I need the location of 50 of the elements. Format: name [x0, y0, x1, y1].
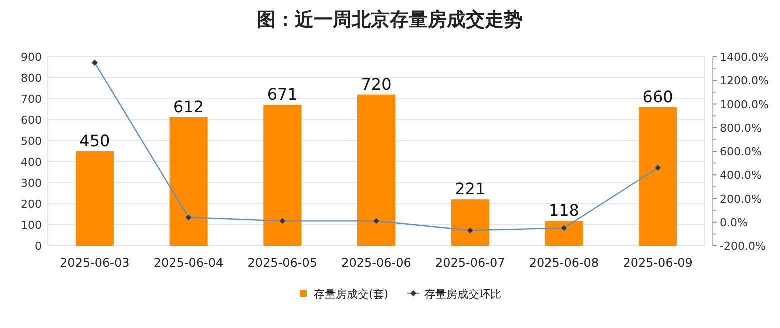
bar	[545, 221, 584, 246]
data-label: 118	[548, 201, 580, 220]
y-tick-label: 400	[21, 156, 42, 169]
x-tick-label: 2025-06-09	[623, 256, 693, 270]
point	[654, 164, 662, 172]
data-label: 720	[361, 74, 392, 94]
y2-tick-label: 1000.0%	[720, 98, 769, 112]
legend-label: 存量房成交环比	[424, 288, 502, 301]
y2-tick-label: 800.0%	[720, 122, 762, 135]
point	[186, 214, 192, 221]
bar	[358, 94, 396, 246]
x-tick-label: 2025-06-03	[60, 256, 130, 270]
bar	[639, 107, 678, 246]
bar	[170, 117, 208, 246]
y-tick-label: 900	[21, 51, 42, 64]
y2-tick-label: -200.0%	[720, 240, 766, 253]
y-tick-label: 700	[21, 93, 42, 106]
y2-tick-label: 1200.0%	[720, 74, 769, 88]
bar	[76, 152, 114, 246]
point	[373, 218, 380, 224]
y-tick-label: 500	[21, 135, 42, 148]
x-tick-label: 2025-06-06	[342, 256, 412, 270]
y2-tick-label: 400.0%	[720, 169, 762, 182]
point	[467, 227, 474, 234]
data-label: 671	[267, 85, 298, 104]
data-label: 612	[174, 97, 204, 116]
point	[279, 218, 286, 224]
y2-tick-label: 200.0%	[720, 192, 762, 206]
x-tick-label: 2025-06-08	[529, 256, 600, 270]
legend-label: 存量房成交(套)	[314, 288, 389, 301]
y2-tick-label: 0.0%	[720, 216, 748, 230]
point	[560, 225, 568, 232]
y-tick-label: 300	[21, 177, 42, 190]
point	[92, 60, 98, 66]
data-label: 450	[80, 132, 110, 150]
y2-tick-label: 1400.0%	[720, 51, 769, 64]
y-tick-label: 100	[21, 219, 42, 232]
data-label: 660	[642, 87, 674, 106]
y2-tick-label: 600.0%	[720, 146, 762, 158]
data-label: 221	[455, 180, 486, 199]
x-tick-label: 2025-06-04	[154, 256, 224, 270]
bar	[451, 200, 490, 246]
x-tick-label: 2025-06-07	[435, 256, 506, 270]
bar	[264, 105, 302, 246]
x-tick-label: 2025-06-05	[248, 256, 318, 270]
y-tick-label: 800	[21, 72, 42, 85]
chart-title: 图：近一周北京存量房成交走势	[257, 9, 523, 31]
y-tick-label: 600	[21, 114, 42, 127]
y-tick-label: 200	[21, 198, 42, 211]
y-tick-label: 0	[35, 240, 42, 253]
